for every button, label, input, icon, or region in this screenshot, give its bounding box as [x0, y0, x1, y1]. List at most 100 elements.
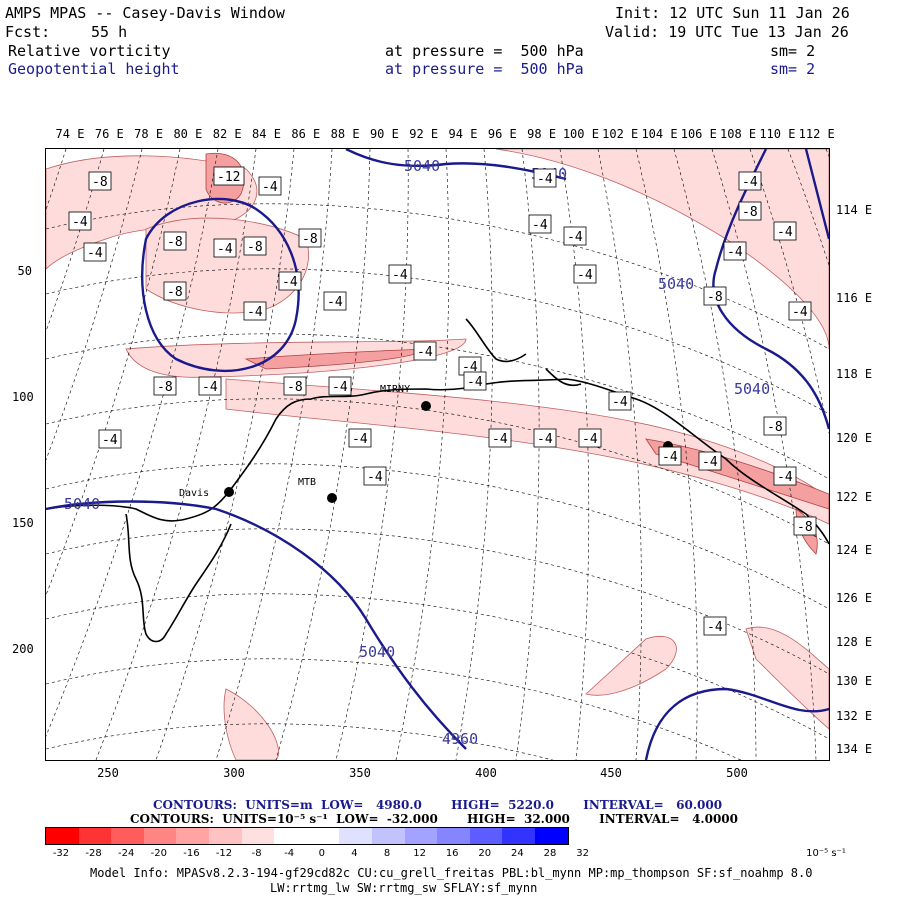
- svg-text:-4: -4: [467, 375, 483, 390]
- colorbar-tick-label: 4: [351, 848, 358, 859]
- svg-text:-4: -4: [537, 172, 553, 187]
- svg-text:-4: -4: [777, 470, 793, 485]
- bottom-grid-label: 250: [97, 766, 119, 780]
- vorticity-label: -4: [98, 429, 122, 449]
- vorticity-label: -4: [703, 616, 727, 636]
- svg-text:-4: -4: [262, 180, 278, 195]
- top-longitude-label: 98 E: [527, 127, 557, 141]
- svg-text:-4: -4: [582, 432, 598, 447]
- svg-text:-4: -4: [417, 345, 433, 360]
- field-height-level: at pressure = 500 hPa: [385, 60, 584, 78]
- right-longitude-label: 122 E: [836, 490, 873, 504]
- colorbar-units: 10⁻⁵ s⁻¹: [806, 848, 846, 859]
- top-longitude-label: 76 E: [94, 127, 124, 141]
- right-longitude-label: 114 E: [836, 203, 873, 217]
- map-svg: Davis MTB MIRNY 504050405040504050405040…: [46, 149, 829, 760]
- meridian-line: [46, 149, 219, 737]
- svg-text:-8: -8: [767, 420, 783, 435]
- bottom-grid-label: 300: [223, 766, 245, 780]
- colorbar-swatch: [404, 828, 438, 844]
- valid-time: Valid: 19 UTC Tue 13 Jan 26: [605, 23, 849, 41]
- map-panel[interactable]: Davis MTB MIRNY 504050405040504050405040…: [45, 148, 830, 761]
- parallel-line: [46, 723, 554, 760]
- colorbar-swatch: [534, 828, 568, 844]
- colorbar-tick-label: 8: [383, 848, 391, 859]
- svg-text:-4: -4: [327, 295, 343, 310]
- mirny-marker[interactable]: [421, 401, 431, 411]
- davis-marker[interactable]: [224, 487, 234, 497]
- vorticity-label: -4: [658, 446, 682, 466]
- colorbar-swatch: [208, 828, 242, 844]
- svg-text:-4: -4: [662, 450, 678, 465]
- vorticity-label: -4: [698, 451, 722, 471]
- meridian-line: [597, 149, 642, 760]
- parallel-line: [46, 528, 829, 675]
- vorticity-label: -4: [363, 466, 387, 486]
- mtb-marker[interactable]: [327, 493, 337, 503]
- height-contour-label: 5040: [359, 643, 395, 661]
- colorbar-tick-label: 12: [413, 848, 426, 859]
- svg-text:-4: -4: [537, 432, 553, 447]
- vorticity-label: -8: [298, 228, 322, 248]
- bottom-grid-label: 350: [349, 766, 371, 780]
- left-grid-label: 200: [12, 642, 34, 656]
- colorbar-swatch: [306, 828, 340, 844]
- right-longitude-label: 124 E: [836, 543, 873, 557]
- height-contour-label: 4960: [442, 730, 478, 748]
- vorticity-label: -4: [773, 466, 797, 486]
- parallel-line: [46, 463, 829, 610]
- vorticity-label: -12: [213, 166, 245, 186]
- height-contour-label: 5040: [734, 380, 770, 398]
- vorticity-labels: -8 -12 -4 -4 -8 -4 -8 -8 -4 -4 -8 -4 -4 -4 -4 -8 -8 -4 -4 -…: [68, 166, 817, 636]
- colorbar-swatch: [143, 828, 177, 844]
- mtb-label: MTB: [298, 477, 316, 488]
- vorticity-shading: [46, 149, 829, 760]
- colorbar-tick-label: -12: [215, 848, 233, 859]
- vorticity-label: -4: [83, 242, 107, 262]
- top-longitude-label: 102 E: [602, 127, 639, 141]
- legend-vorticity-contours: CONTOURS: UNITS=10⁻⁵ s⁻¹ LOW= -32.000 HI…: [130, 812, 738, 826]
- vorticity-label: -4: [738, 171, 762, 191]
- init-time: Init: 12 UTC Sun 11 Jan 26: [615, 4, 850, 22]
- svg-text:-4: -4: [202, 380, 218, 395]
- vorticity-label: -4: [533, 428, 557, 448]
- colorbar-swatch: [339, 828, 372, 844]
- top-longitude-label: 108 E: [720, 127, 757, 141]
- vorticity-label: -4: [463, 371, 487, 391]
- svg-text:-12: -12: [217, 170, 240, 185]
- meridian-line: [673, 149, 757, 760]
- svg-text:-8: -8: [92, 175, 108, 190]
- vorticity-label: -8: [153, 376, 177, 396]
- colorbar-swatch: [274, 828, 307, 844]
- svg-text:-4: -4: [492, 432, 508, 447]
- svg-text:-4: -4: [392, 268, 408, 283]
- top-longitude-label: 82 E: [212, 127, 242, 141]
- vorticity-label: -4: [413, 341, 437, 361]
- vorticity-label: -4: [328, 376, 352, 396]
- bottom-grid-label: 450: [600, 766, 622, 780]
- svg-text:-4: -4: [532, 218, 548, 233]
- vorticity-label: -4: [243, 301, 267, 321]
- meridian-line: [335, 149, 409, 760]
- svg-text:-4: -4: [727, 245, 743, 260]
- vorticity-label: -4: [773, 221, 797, 241]
- top-longitude-label: 80 E: [173, 127, 203, 141]
- svg-text:-4: -4: [367, 470, 383, 485]
- vorticity-label: -4: [213, 238, 237, 258]
- meridian-line: [455, 149, 493, 760]
- height-contour-label: 5040: [404, 157, 440, 175]
- top-longitude-label: 94 E: [448, 127, 478, 141]
- left-grid-label: 50: [17, 264, 32, 278]
- colorbar-swatch: [241, 828, 275, 844]
- height-contour-label: 5040: [658, 275, 694, 293]
- vorticity-label: -8: [283, 376, 307, 396]
- colorbar-tick-label: -28: [85, 848, 102, 859]
- top-longitude-label: 104 E: [641, 127, 678, 141]
- top-longitude-label: 90 E: [369, 127, 399, 141]
- svg-text:-4: -4: [742, 175, 758, 190]
- meridian-line: [515, 149, 540, 760]
- vorticity-label: -8: [703, 286, 727, 306]
- svg-text:-4: -4: [72, 215, 88, 230]
- map-title: AMPS MPAS -- Casey-Davis Window: [5, 4, 285, 22]
- vorticity-label: -8: [793, 516, 817, 536]
